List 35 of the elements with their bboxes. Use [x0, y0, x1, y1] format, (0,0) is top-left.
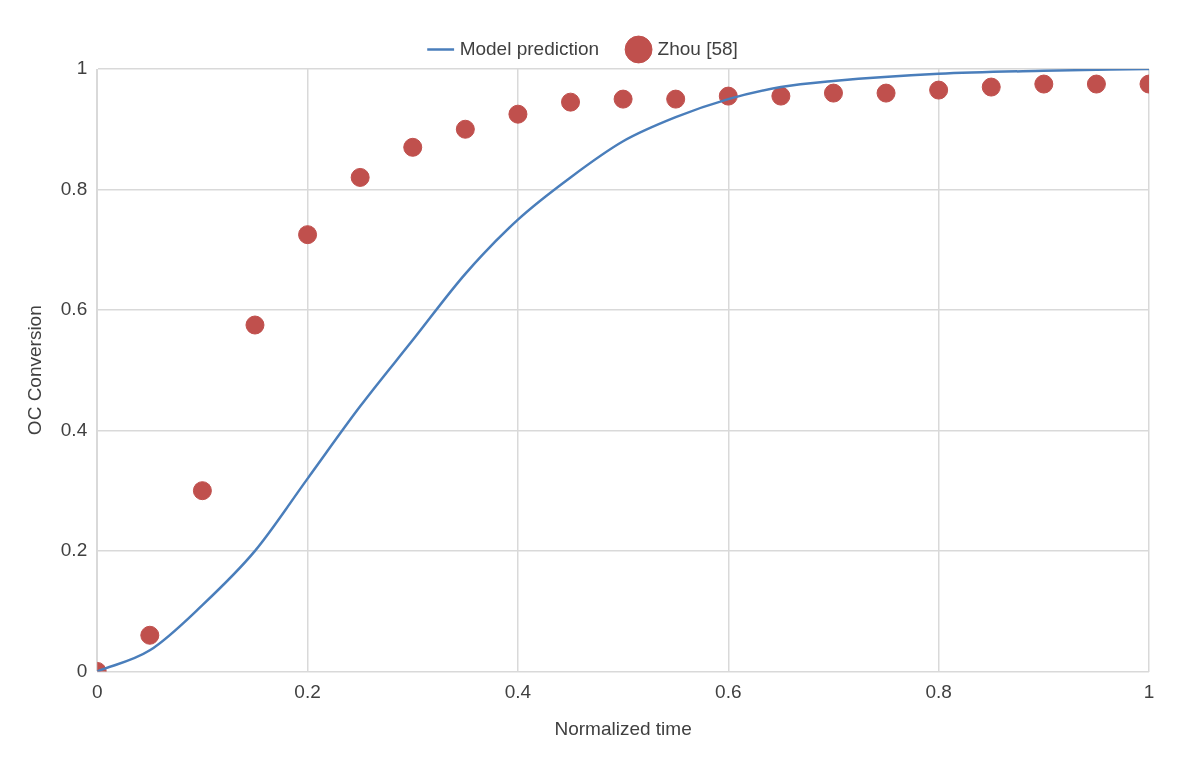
- point: [823, 83, 843, 103]
- point: [192, 481, 212, 501]
- y-tick-label: 0.6: [60, 298, 88, 320]
- x-tick-label: 0.2: [294, 681, 321, 703]
- x-tick-label: 0: [91, 681, 103, 703]
- point: [298, 225, 318, 245]
- point: [350, 167, 370, 187]
- y-axis-title: OC Conversion: [23, 305, 45, 436]
- point: [1086, 74, 1106, 94]
- point: [561, 92, 581, 112]
- y-tick-label: 1: [76, 57, 88, 79]
- y-tick-label: 0.4: [60, 418, 88, 440]
- point: [613, 89, 633, 109]
- legend-label: Zhou [58]: [657, 37, 738, 59]
- point: [1034, 74, 1054, 94]
- x-tick-label: 1: [1143, 681, 1155, 703]
- point: [403, 137, 423, 157]
- legend-label: Model prediction: [459, 37, 600, 59]
- y-tick-label: 0.2: [60, 539, 88, 561]
- x-tick-label: 0.4: [504, 681, 532, 703]
- y-tick-label: 0.8: [60, 177, 88, 199]
- x-tick-label: 0.8: [925, 681, 952, 703]
- point: [455, 119, 475, 139]
- point: [771, 86, 791, 106]
- point: [140, 625, 160, 645]
- y-tick-label: 0: [76, 659, 88, 681]
- x-tick-label: 0.6: [715, 681, 742, 703]
- line-series: [97, 69, 1149, 672]
- x-axis-title: Normalized time: [554, 717, 692, 739]
- point: [666, 89, 686, 109]
- point: [245, 315, 265, 335]
- point: [929, 80, 949, 100]
- point: [508, 104, 528, 124]
- point: [876, 83, 896, 103]
- point: [981, 77, 1001, 97]
